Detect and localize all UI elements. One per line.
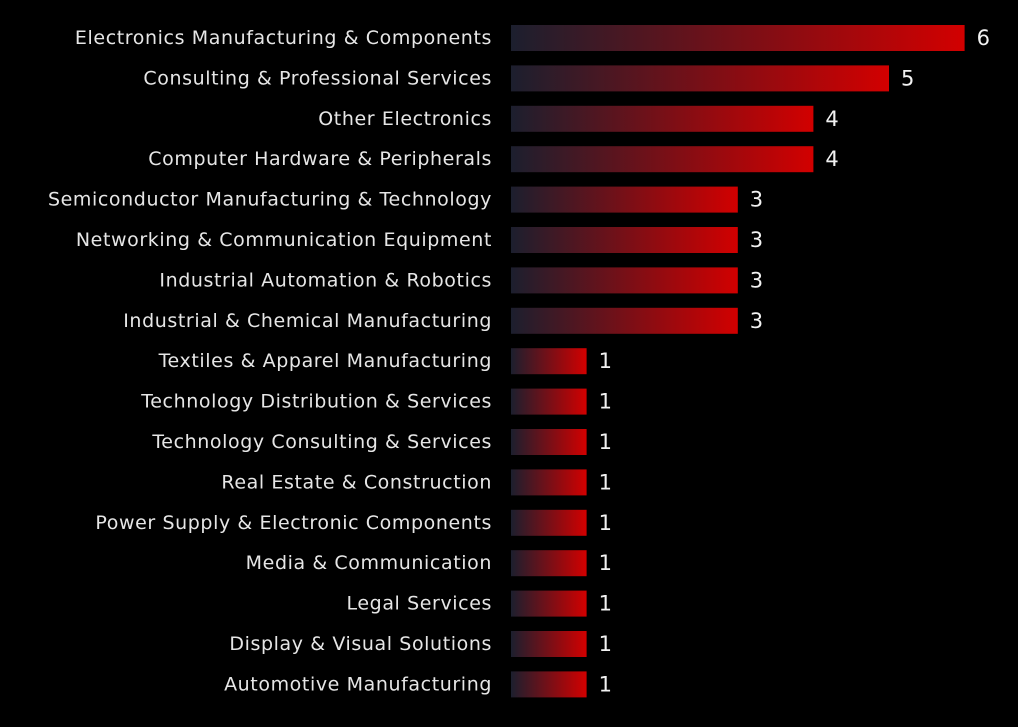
- category-label: Networking & Communication Equipment: [76, 229, 492, 251]
- value-label: 1: [599, 632, 612, 656]
- value-label: 3: [750, 268, 763, 292]
- value-label: 4: [825, 147, 838, 171]
- value-label: 3: [750, 188, 763, 212]
- value-label: 1: [599, 349, 612, 373]
- bar: [511, 348, 587, 375]
- category-label: Consulting & Professional Services: [143, 67, 492, 89]
- value-label: 1: [599, 551, 612, 575]
- bar: [511, 146, 814, 173]
- bar: [511, 307, 738, 334]
- bar: [511, 25, 965, 51]
- value-label: 1: [599, 430, 612, 454]
- category-label: Electronics Manufacturing & Components: [75, 27, 492, 49]
- value-label: 3: [750, 228, 763, 252]
- bar: [511, 590, 587, 617]
- bar: [511, 550, 587, 577]
- bar: [511, 388, 587, 415]
- category-label: Industrial Automation & Robotics: [159, 269, 492, 291]
- category-label: Other Electronics: [318, 108, 492, 130]
- value-label: 1: [599, 470, 612, 494]
- plot-area: Electronics Manufacturing & Components 6 C…: [48, 25, 990, 698]
- bar: [511, 671, 587, 698]
- bar: [511, 631, 587, 657]
- category-label: Textiles & Apparel Manufacturing: [158, 350, 492, 372]
- bar: [511, 65, 889, 92]
- bar: [511, 509, 587, 536]
- bar: [511, 469, 587, 496]
- category-label: Computer Hardware & Peripherals: [148, 148, 492, 170]
- value-label: 3: [750, 309, 763, 333]
- bar: [511, 105, 814, 132]
- bar: [511, 186, 738, 213]
- value-label: 6: [977, 26, 990, 50]
- bar: [511, 267, 738, 294]
- bar: [511, 429, 587, 455]
- category-label: Technology Consulting & Services: [151, 431, 492, 453]
- value-label: 1: [599, 511, 612, 535]
- category-label: Legal Services: [347, 593, 492, 615]
- value-label: 1: [599, 592, 612, 616]
- category-label: Real Estate & Construction: [221, 471, 492, 493]
- category-label: Technology Distribution & Services: [140, 391, 492, 413]
- category-label: Media & Communication: [246, 552, 492, 574]
- value-label: 1: [599, 672, 612, 696]
- value-label: 1: [599, 390, 612, 414]
- category-label: Display & Visual Solutions: [229, 633, 492, 655]
- category-label: Semiconductor Manufacturing & Technology: [48, 189, 492, 211]
- value-label: 5: [901, 66, 914, 90]
- bar: [511, 227, 738, 253]
- category-label: Industrial & Chemical Manufacturing: [123, 310, 492, 332]
- value-label: 4: [825, 107, 838, 131]
- category-label: Power Supply & Electronic Components: [95, 512, 492, 534]
- category-label: Automotive Manufacturing: [224, 673, 492, 695]
